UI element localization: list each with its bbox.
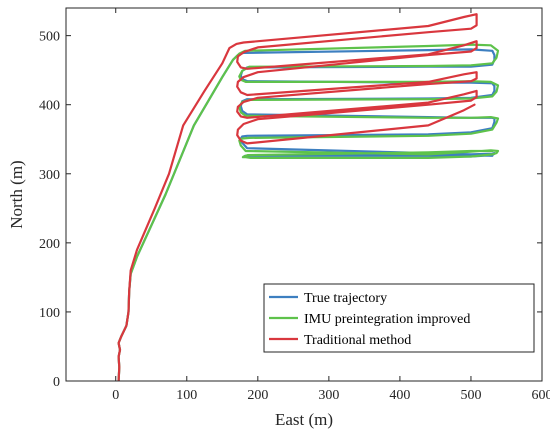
- axis-ticks: 0 100 200 300 400 500 600 0 100 200 300 400 500: [39, 8, 550, 403]
- y-axis-label: North (m): [7, 160, 26, 228]
- x-tick-label: 400: [389, 388, 410, 403]
- y-tick-label: 100: [39, 306, 60, 321]
- y-tick-label: 400: [39, 99, 60, 114]
- y-tick-label: 500: [39, 30, 60, 45]
- x-tick-label: 200: [247, 388, 268, 403]
- legend-label: True trajectory: [304, 291, 387, 306]
- axes-frame: [65, 7, 543, 382]
- x-tick-label: 500: [460, 388, 481, 403]
- series-line-3: [117, 13, 478, 381]
- legend: True trajectory IMU preintegration improv…: [263, 283, 535, 353]
- y-tick-label: 0: [53, 375, 60, 390]
- legend-box: [263, 283, 535, 353]
- legend-label: IMU preintegration improved: [304, 312, 470, 327]
- x-tick-label: 600: [532, 388, 550, 403]
- x-tick-label: 300: [318, 388, 339, 403]
- legend-label: Traditional method: [304, 333, 411, 348]
- x-axis-label: East (m): [275, 410, 333, 429]
- x-tick-label: 100: [176, 388, 197, 403]
- series-layer: [117, 13, 500, 381]
- y-tick-label: 200: [39, 237, 60, 252]
- x-tick-label: 0: [112, 388, 119, 403]
- y-tick-label: 300: [39, 168, 60, 183]
- series-line-2: [117, 43, 500, 381]
